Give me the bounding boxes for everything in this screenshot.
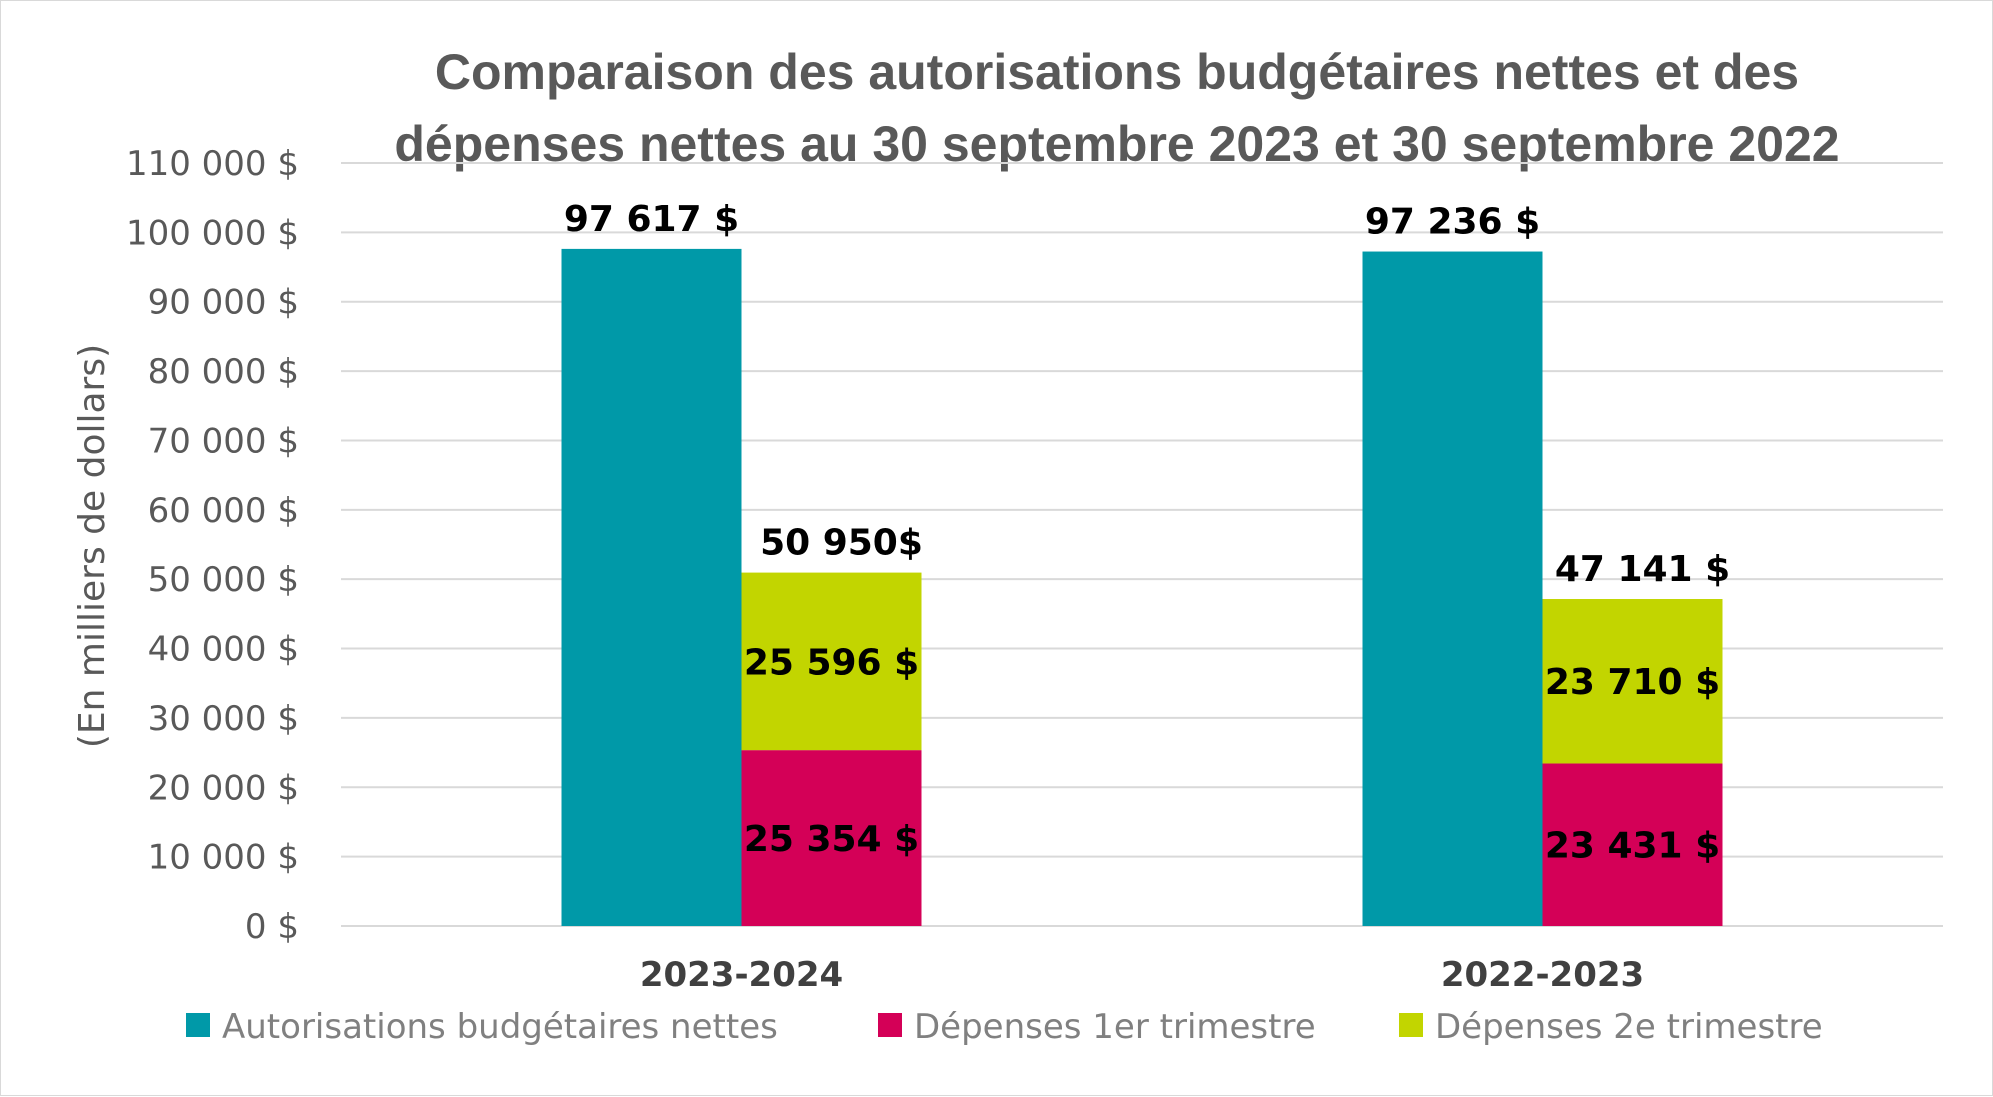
legend-item: Dépenses 2e trimestre: [1399, 1007, 1823, 1047]
data-label-total: 50 950$: [760, 523, 923, 564]
y-tick-label: 70 000 $: [148, 421, 299, 461]
legend-swatch: [186, 1013, 210, 1037]
x-axis-categories: 2023-2024 2022-2023: [640, 955, 1644, 995]
data-label-autorisations: 97 617 $: [564, 199, 739, 240]
y-tick-label: 30 000 $: [148, 699, 299, 739]
data-label-total: 47 141 $: [1555, 549, 1730, 590]
data-labels: 97 617 $ 25 354 $ 25 596 $ 50 950$ 97 236 $ 2…: [564, 199, 1730, 867]
y-tick-label: 90 000 $: [148, 283, 299, 323]
data-label-autorisations: 97 236 $: [1365, 202, 1540, 243]
bars: [561, 248, 1723, 926]
bar-depenses-q1: [741, 750, 922, 926]
y-tick-label: 60 000 $: [148, 491, 299, 531]
y-tick-label: 40 000 $: [148, 630, 299, 670]
data-label-depenses-q1: 25 354 $: [744, 819, 919, 860]
bar-depenses-q1: [1542, 763, 1723, 926]
legend-item: Autorisations budgétaires nettes: [186, 1007, 778, 1047]
legend-swatch: [1399, 1013, 1423, 1037]
x-category-label: 2022-2023: [1441, 955, 1644, 995]
legend-label: Autorisations budgétaires nettes: [222, 1007, 778, 1047]
data-label-depenses-q1: 23 431 $: [1545, 826, 1720, 867]
y-tick-label: 10 000 $: [148, 838, 299, 878]
y-tick-label: 0 $: [245, 907, 299, 947]
bar-depenses-q2: [741, 572, 922, 751]
legend-item: Dépenses 1er trimestre: [878, 1007, 1316, 1047]
y-axis-label: (En milliers de dollars): [72, 344, 113, 748]
bar-autorisations: [561, 248, 742, 926]
legend-label: Dépenses 2e trimestre: [1435, 1007, 1823, 1047]
chart-title: Comparaison des autorisations budgétaire…: [394, 44, 1839, 172]
y-tick-label: 20 000 $: [148, 768, 299, 808]
data-label-depenses-q2: 25 596 $: [744, 642, 919, 683]
x-category-label: 2023-2024: [640, 955, 843, 995]
y-tick-label: 50 000 $: [148, 560, 299, 600]
data-label-depenses-q2: 23 710 $: [1545, 662, 1720, 703]
bar-autorisations: [1362, 251, 1543, 926]
legend: Autorisations budgétaires nettes Dépenses…: [186, 1007, 1823, 1047]
y-tick-label: 100 000 $: [126, 213, 299, 253]
y-tick-label: 110 000 $: [126, 144, 299, 184]
chart-title-line-1: Comparaison des autorisations budgétaire…: [435, 44, 1799, 100]
y-tick-label: 80 000 $: [148, 352, 299, 392]
y-axis-ticks: 0 $ 10 000 $ 20 000 $ 30 000 $ 40 000 $ 50 00…: [126, 144, 299, 947]
bar-depenses-q2: [1542, 599, 1723, 764]
legend-swatch: [878, 1013, 902, 1037]
legend-label: Dépenses 1er trimestre: [914, 1007, 1316, 1047]
